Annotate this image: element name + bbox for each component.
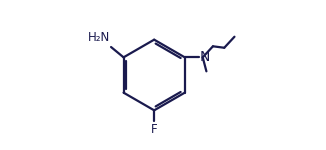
- Text: N: N: [200, 50, 210, 64]
- Text: H₂N: H₂N: [88, 31, 110, 44]
- Text: F: F: [151, 123, 157, 136]
